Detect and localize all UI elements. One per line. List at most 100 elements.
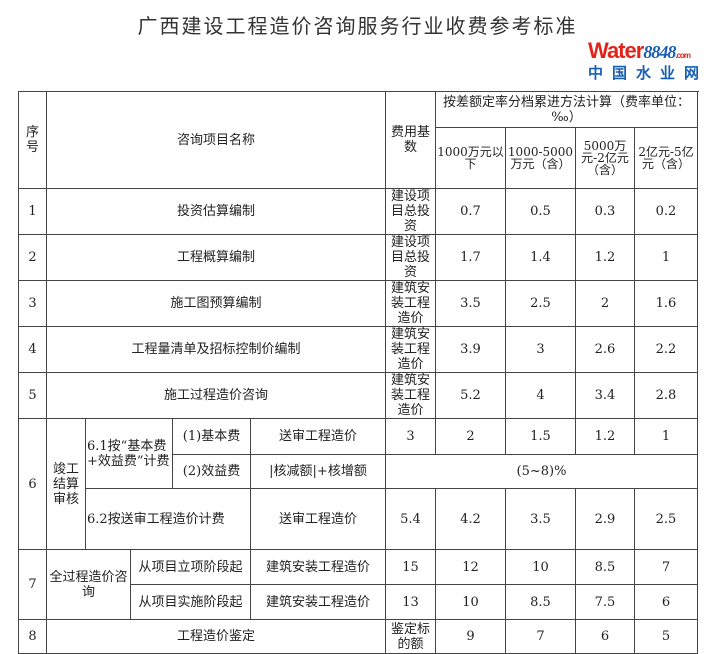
watermark-en: Water xyxy=(588,38,644,63)
header-tier: 1000-5000万元（含） xyxy=(505,127,576,189)
header-method: 按差额定率分档累进方法计算（费率单位：‰） xyxy=(435,91,698,128)
header-base: 费用基数 xyxy=(385,91,436,189)
item-name-cell: 工程造价鉴定 xyxy=(46,619,386,654)
base-cell: 建设项目总投资 xyxy=(385,188,436,235)
rate-value-cell: 7.5 xyxy=(575,584,635,620)
header-seq: 序号 xyxy=(18,91,47,189)
table-row: 序号 咨询项目名称 费用基数 按差额定率分档累进方法计算（费率单位：‰） xyxy=(18,91,698,189)
sub-item-cell: (1)基本费 xyxy=(172,418,251,455)
fee-standard-table: 序号 咨询项目名称 费用基数 按差额定率分档累进方法计算（费率单位：‰） 1000万元以… xyxy=(18,91,698,654)
sub-item-cell: (2)效益费 xyxy=(172,454,251,489)
rate-value-cell: 13 xyxy=(385,584,436,620)
seq-cell: 5 xyxy=(18,372,47,419)
rate-value-cell: 5.4 xyxy=(385,488,436,550)
rate-value-cell: 2.9 xyxy=(575,488,635,550)
watermark-num: 8848 xyxy=(643,42,676,62)
rate-value-cell: 0.5 xyxy=(505,188,576,235)
item-name-cell: 施工过程造价咨询 xyxy=(46,372,386,419)
watermark-domain: .com xyxy=(675,51,691,60)
header-name: 咨询项目名称 xyxy=(46,91,386,189)
seq-cell: 3 xyxy=(18,280,47,327)
watermark-cn: 中国水业网 xyxy=(588,64,709,82)
table-row: (2)效益费 |核减额|+核增额 (5~8)% xyxy=(19,454,698,489)
rate-value-cell: 1.2 xyxy=(575,418,635,455)
item-name-cell: 投资估算编制 xyxy=(46,188,386,235)
rate-value-cell: 3 xyxy=(385,418,436,455)
rate-value-cell: 2 xyxy=(575,280,635,327)
base-cell: |核减额|+核增额 xyxy=(250,454,386,489)
rate-value-cell: 2 xyxy=(435,418,506,455)
rate-value-cell: 1.4 xyxy=(505,234,576,281)
rate-value-cell: 4 xyxy=(505,372,576,419)
rate-value-cell: 2.8 xyxy=(634,372,698,419)
rate-value-cell: 1.7 xyxy=(435,234,506,281)
document-title: 广西建设工程造价咨询服务行业收费参考标准 xyxy=(137,14,578,38)
rate-value-cell: 4.2 xyxy=(435,488,506,550)
base-cell: 建筑安装工程造价 xyxy=(385,280,436,327)
rate-value-cell: 3.5 xyxy=(435,280,506,327)
base-cell: 建设项目总投资 xyxy=(385,234,436,281)
rate-value-cell: 8.5 xyxy=(505,584,576,620)
rate-value-cell: 10 xyxy=(435,584,506,620)
sub-item-cell: 6.2按送审工程造价计费 xyxy=(85,488,251,550)
rate-value-cell: 0.7 xyxy=(435,188,506,235)
seq-cell: 2 xyxy=(18,234,47,281)
base-cell: 送审工程造价 xyxy=(250,418,386,455)
rate-value-cell: 2.6 xyxy=(575,326,635,373)
rate-value-cell: 9 xyxy=(435,619,506,654)
rate-value-cell: 1.6 xyxy=(634,280,698,327)
base-cell: 建筑安装工程造价 xyxy=(385,326,436,373)
sub-item-cell: 6.1按“基本费+效益费”计费 xyxy=(85,418,173,489)
rate-value-cell: 1.5 xyxy=(505,418,576,455)
rate-value-cell: 5.2 xyxy=(435,372,506,419)
item-name-cell: 工程概算编制 xyxy=(46,234,386,281)
base-cell: 鉴定标的额 xyxy=(385,619,436,654)
table-row: 6 竣工结算审核 6.1按“基本费+效益费”计费 (1)基本费 送审工程造价 3 2 1.5 1… xyxy=(18,418,698,550)
rate-value-cell: 6 xyxy=(575,619,635,654)
rate-value-cell: 3 xyxy=(505,326,576,373)
table-row: 7 全过程造价咨询 从项目立项阶段起 建筑安装工程造价 15 12 10 8.5 7 xyxy=(18,549,698,620)
header-tier: 1000万元以下 xyxy=(435,127,506,189)
header-tier: 5000万元-2亿元（含） xyxy=(575,127,635,189)
item-name-cell: 全过程造价咨询 xyxy=(46,549,131,620)
seq-cell: 1 xyxy=(18,188,47,235)
watermark-logo: Water8848.com 中国水业网 xyxy=(588,38,712,88)
table-row: 1000万元以下 1000-5000万元（含） 5000万元-2亿元（含） 2亿元-5… xyxy=(19,127,698,189)
rate-value-cell: 1 xyxy=(634,418,698,455)
seq-cell: 4 xyxy=(18,326,47,373)
rate-value-cell: 2.5 xyxy=(505,280,576,327)
table-row: 6.2按送审工程造价计费 送审工程造价 5.4 4.2 3.5 2.9 2.5 xyxy=(19,488,698,550)
base-cell: 建筑安装工程造价 xyxy=(250,549,386,585)
rate-value-cell: 15 xyxy=(385,549,436,585)
rate-value-cell: 12 xyxy=(435,549,506,585)
base-cell: 建筑安装工程造价 xyxy=(385,372,436,419)
sub-item-cell: 从项目实施阶段起 xyxy=(130,584,251,620)
base-cell: 送审工程造价 xyxy=(250,488,386,550)
rate-value-cell: 1.2 xyxy=(575,234,635,281)
rate-value-cell: 0.2 xyxy=(634,188,698,235)
item-name-cell: 施工图预算编制 xyxy=(46,280,386,327)
table-row: 8工程造价鉴定鉴定标的额97654 xyxy=(18,619,698,654)
rate-value-cell: 8.5 xyxy=(575,549,635,585)
rate-value-cell: 1 xyxy=(634,234,698,281)
rate-value-cell: 10 xyxy=(505,549,576,585)
seq-cell: 7 xyxy=(18,549,47,620)
rate-value-cell: 3.4 xyxy=(575,372,635,419)
seq-cell: 8 xyxy=(18,619,47,654)
rate-value-cell: (5~8)% xyxy=(385,454,698,489)
rate-value-cell: 3.9 xyxy=(435,326,506,373)
base-cell: 建筑安装工程造价 xyxy=(250,584,386,620)
item-name-cell: 竣工结算审核 xyxy=(46,418,86,550)
seq-cell: 6 xyxy=(18,418,47,550)
rate-value-cell: 5 xyxy=(634,619,698,654)
rate-value-cell: 7 xyxy=(505,619,576,654)
sub-item-cell: 从项目立项阶段起 xyxy=(130,549,251,585)
rate-value-cell: 6 xyxy=(634,584,698,620)
rate-value-cell: 3.5 xyxy=(505,488,576,550)
header-tier: 2亿元-5亿元（含） xyxy=(634,127,698,189)
